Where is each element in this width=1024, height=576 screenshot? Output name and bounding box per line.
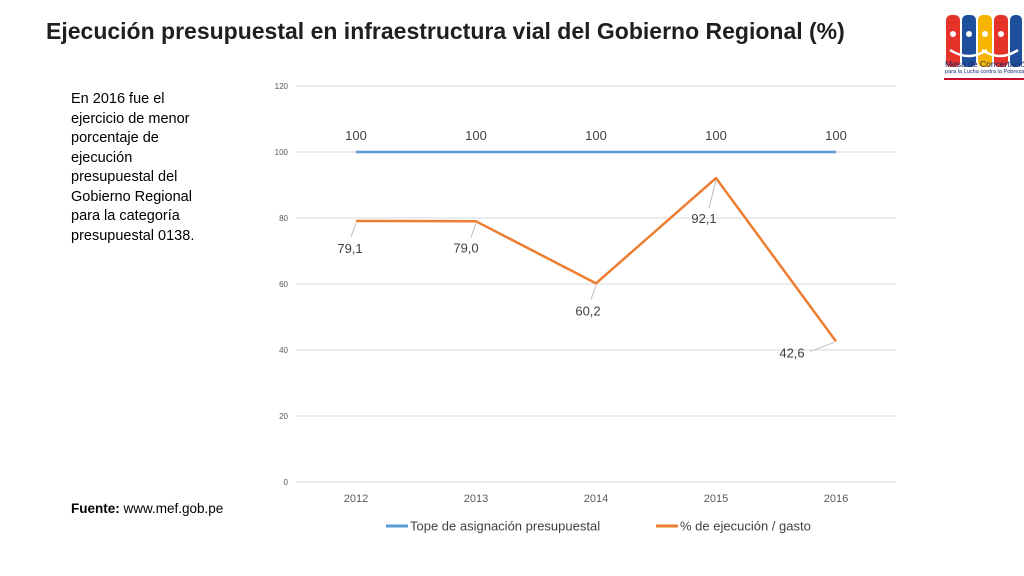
data-label: 100 (465, 128, 487, 143)
leader-line (708, 179, 717, 209)
data-label: 79,1 (337, 241, 362, 256)
leader-line (470, 223, 477, 238)
x-tick-label: 2015 (704, 493, 728, 505)
leader-line (350, 222, 357, 238)
x-tick-label: 2013 (464, 493, 488, 505)
y-tick-label: 20 (279, 412, 288, 421)
source-line: Fuente: www.mef.gob.pe (71, 501, 223, 516)
data-label: 100 (585, 128, 607, 143)
y-axis-ticks: 0 20 40 60 80 100 120 (275, 82, 289, 487)
label-leader-lines (350, 179, 835, 352)
leader-line (809, 341, 835, 352)
x-tick-label: 2012 (344, 493, 368, 505)
source-value: www.mef.gob.pe (123, 501, 224, 516)
data-label: 100 (345, 128, 367, 143)
y-tick-label: 120 (275, 82, 289, 91)
data-label: 92,1 (691, 211, 716, 226)
line-chart: 0 20 40 60 80 100 120 2012 2013 2014 2015 2016 100… (275, 82, 896, 534)
y-tick-label: 60 (279, 280, 288, 289)
organization-logo (946, 15, 1022, 67)
logo-line-2: para la Lucha contra la Pobreza (945, 69, 1024, 75)
source-label: Fuente: (71, 501, 120, 516)
series-lines (355, 150, 838, 343)
data-label: 42,6 (779, 345, 804, 360)
leader-line (590, 285, 597, 300)
legend-label: Tope de asignación presupuestal (410, 519, 600, 534)
series-line-2 (355, 176, 838, 343)
chart-legend: Tope de asignación presupuestal % de ejec… (386, 519, 811, 534)
data-label: 100 (705, 128, 727, 143)
data-labels: 100 100 100 100 100 79,1 79,0 60,2 92,1 42,6 (337, 128, 847, 360)
y-tick-label: 80 (279, 214, 288, 223)
y-tick-label: 0 (284, 478, 289, 487)
legend-label: % de ejecución / gasto (680, 519, 811, 534)
x-axis-ticks: 2012 2013 2014 2015 2016 (344, 493, 848, 505)
logo-text: Mesa de Concertación para la Lucha contr… (945, 60, 1024, 76)
x-tick-label: 2014 (584, 493, 608, 505)
logo-line-1: Mesa de Concertación (945, 59, 1024, 69)
data-label: 100 (825, 128, 847, 143)
x-tick-label: 2016 (824, 493, 848, 505)
annotation-text: En 2016 fue el ejercicio de menor porcen… (71, 91, 195, 244)
logo-divider (944, 78, 1024, 80)
y-tick-label: 100 (275, 148, 289, 157)
data-label: 60,2 (575, 303, 600, 318)
y-tick-label: 40 (279, 346, 288, 355)
data-label: 79,0 (453, 240, 478, 255)
page-title: Ejecución presupuestal en infraestructur… (46, 18, 845, 44)
